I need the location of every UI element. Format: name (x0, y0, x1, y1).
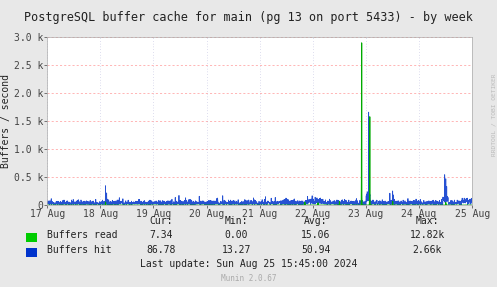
Text: Buffers read: Buffers read (47, 230, 118, 240)
Text: Last update: Sun Aug 25 15:45:00 2024: Last update: Sun Aug 25 15:45:00 2024 (140, 259, 357, 269)
Text: Cur:: Cur: (150, 216, 173, 226)
Text: Avg:: Avg: (304, 216, 328, 226)
Y-axis label: Buffers / second: Buffers / second (1, 74, 11, 168)
Text: PostgreSQL buffer cache for main (pg 13 on port 5433) - by week: PostgreSQL buffer cache for main (pg 13 … (24, 11, 473, 24)
Text: Munin 2.0.67: Munin 2.0.67 (221, 274, 276, 283)
Text: 7.34: 7.34 (150, 230, 173, 240)
Text: 2.66k: 2.66k (413, 245, 442, 255)
Text: 13.27: 13.27 (221, 245, 251, 255)
Text: 86.78: 86.78 (147, 245, 176, 255)
Text: RRDTOOL / TOBI OETIKER: RRDTOOL / TOBI OETIKER (491, 73, 496, 156)
Text: 12.82k: 12.82k (410, 230, 445, 240)
Text: Buffers hit: Buffers hit (47, 245, 112, 255)
Text: 15.06: 15.06 (301, 230, 331, 240)
Text: 50.94: 50.94 (301, 245, 331, 255)
Text: Min:: Min: (224, 216, 248, 226)
Text: 0.00: 0.00 (224, 230, 248, 240)
Text: Max:: Max: (415, 216, 439, 226)
